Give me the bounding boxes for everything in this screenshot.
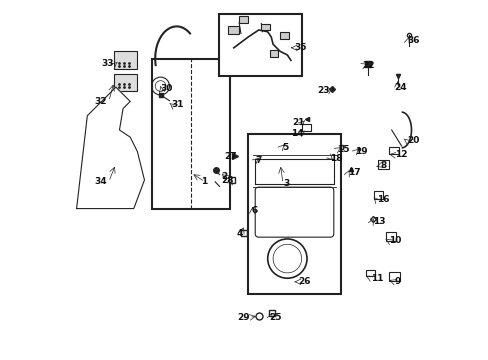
Text: 22: 22 — [362, 61, 374, 70]
Text: 28: 28 — [221, 176, 233, 185]
Text: 26: 26 — [298, 277, 310, 286]
Text: 10: 10 — [388, 236, 401, 245]
Bar — [365, 270, 374, 276]
Text: 29: 29 — [237, 313, 249, 322]
Polygon shape — [77, 87, 144, 208]
Text: 33: 33 — [102, 59, 114, 68]
Text: 16: 16 — [376, 195, 388, 204]
Bar — [260, 23, 269, 30]
Bar — [378, 160, 388, 169]
Text: 17: 17 — [347, 168, 360, 177]
Text: 21: 21 — [291, 118, 304, 127]
Bar — [228, 26, 239, 33]
Text: 3: 3 — [283, 179, 289, 188]
Bar — [280, 32, 288, 39]
Text: 34: 34 — [94, 177, 107, 186]
Text: 36: 36 — [406, 36, 419, 45]
Text: 20: 20 — [406, 136, 419, 145]
Bar — [219, 14, 301, 76]
Text: 14: 14 — [290, 129, 303, 138]
Text: 5: 5 — [282, 143, 287, 152]
Bar — [293, 277, 304, 284]
Bar — [388, 272, 399, 281]
Text: 24: 24 — [394, 83, 407, 92]
Bar — [114, 73, 137, 91]
Text: 8: 8 — [380, 161, 386, 170]
Text: 1: 1 — [201, 177, 206, 186]
Text: 7: 7 — [255, 156, 261, 165]
Bar — [388, 147, 398, 154]
Bar — [247, 134, 340, 294]
Text: 23: 23 — [317, 86, 329, 95]
Text: 31: 31 — [171, 100, 183, 109]
Text: 27: 27 — [224, 152, 237, 161]
Text: 19: 19 — [354, 147, 367, 156]
Bar — [373, 192, 382, 199]
Text: 25: 25 — [269, 313, 282, 322]
Text: 30: 30 — [160, 84, 173, 93]
Text: 18: 18 — [329, 154, 342, 163]
Bar — [239, 17, 247, 23]
Text: 6: 6 — [251, 206, 257, 215]
Bar — [301, 124, 310, 131]
Bar — [114, 51, 137, 69]
Text: 12: 12 — [394, 150, 406, 159]
Text: 2: 2 — [221, 172, 227, 181]
Text: 4: 4 — [236, 229, 242, 238]
Text: 13: 13 — [372, 217, 385, 226]
Text: 32: 32 — [94, 97, 107, 106]
Bar — [247, 135, 296, 144]
Bar — [385, 232, 395, 241]
Text: 11: 11 — [370, 274, 383, 283]
Text: 15: 15 — [337, 145, 349, 154]
Bar — [151, 59, 230, 208]
Text: 9: 9 — [394, 277, 400, 286]
Bar — [269, 50, 278, 57]
Text: 35: 35 — [294, 43, 306, 52]
